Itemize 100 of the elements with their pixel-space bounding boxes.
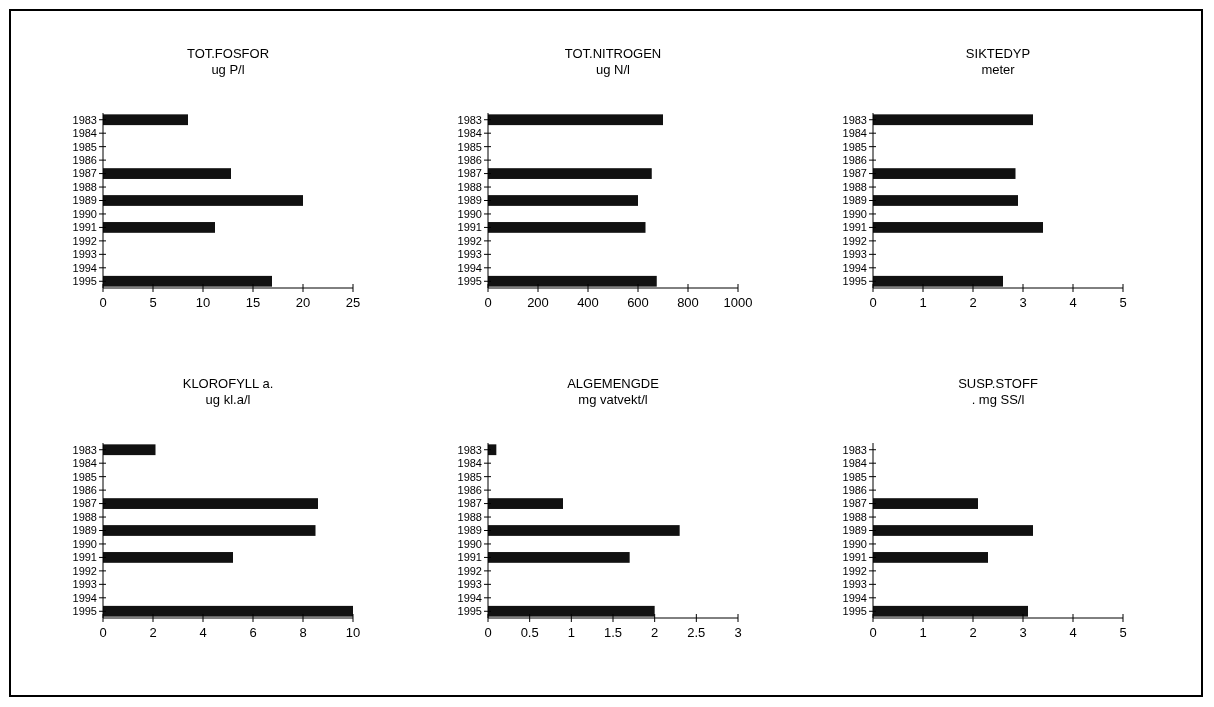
x-tick-label: 4: [199, 625, 207, 640]
x-tick-label: 400: [577, 295, 599, 310]
x-tick-label: 0: [484, 625, 492, 640]
y-tick-label: 1994: [457, 261, 482, 274]
x-tick-label: 2: [969, 625, 977, 640]
y-tick-label: 1993: [72, 578, 97, 591]
y-tick-label: 1987: [842, 497, 867, 510]
bar: [873, 498, 978, 509]
y-tick-label: 1992: [72, 234, 97, 247]
bar: [103, 114, 188, 126]
y-tick-label: 1991: [457, 221, 482, 234]
y-tick-label: 1990: [72, 537, 97, 550]
y-tick-label: 1990: [842, 537, 867, 550]
y-tick-label: 1991: [842, 551, 867, 564]
y-tick-label: 1994: [72, 591, 97, 604]
bar: [488, 222, 646, 233]
bar: [488, 552, 630, 563]
bar: [103, 444, 156, 456]
x-tick-label: 600: [627, 295, 649, 310]
x-tick-label: 10: [195, 295, 211, 310]
bar: [103, 498, 318, 509]
y-tick-label: 1994: [842, 591, 867, 604]
chart-subtitle: ug N/l: [596, 62, 631, 77]
x-tick-label: 2.5: [687, 625, 706, 640]
y-tick-label: 1984: [457, 457, 482, 470]
y-tick-label: 1988: [842, 510, 867, 523]
y-tick-label: 1988: [457, 180, 482, 193]
x-tick-label: 8: [299, 625, 307, 640]
x-tick-label: 2: [969, 295, 977, 310]
y-tick-label: 1989: [72, 524, 97, 537]
y-tick-label: 1993: [72, 248, 97, 261]
chart-title: TOT.FOSFOR: [186, 46, 270, 61]
y-tick-label: 1989: [457, 194, 482, 207]
x-tick-label: 0: [484, 295, 492, 310]
bar: [488, 525, 680, 536]
chart-title: ALGEMENGDE: [567, 376, 660, 391]
y-tick-label: 1993: [457, 248, 482, 261]
x-tick-label: 10: [345, 625, 361, 640]
x-tick-label: 3: [734, 625, 742, 640]
y-tick-label: 1985: [72, 470, 97, 483]
x-tick-label: 1: [567, 625, 575, 640]
y-tick-label: 1983: [72, 443, 97, 456]
x-tick-label: 25: [345, 295, 361, 310]
y-tick-label: 1990: [842, 207, 867, 220]
y-tick-label: 1992: [457, 234, 482, 247]
bar: [873, 525, 1033, 536]
y-tick-label: 1988: [72, 510, 97, 523]
y-tick-label: 1985: [457, 470, 482, 483]
y-tick-label: 1995: [72, 275, 97, 288]
y-tick-label: 1988: [842, 180, 867, 193]
bar: [873, 605, 1028, 617]
bar: [488, 605, 655, 617]
x-tick-label: 200: [527, 295, 549, 310]
x-tick-label: 5: [149, 295, 157, 310]
x-tick-label: 3: [1019, 295, 1027, 310]
chart-subtitle: . mg SS/l: [971, 392, 1025, 407]
bar: [103, 275, 272, 287]
x-tick-label: 5: [1119, 625, 1127, 640]
y-tick-label: 1987: [842, 167, 867, 180]
chart-title: KLOROFYLL a.: [182, 376, 274, 391]
y-tick-label: 1995: [842, 275, 867, 288]
y-tick-label: 1986: [72, 483, 97, 496]
y-tick-label: 1985: [457, 140, 482, 153]
x-tick-label: 15: [245, 295, 261, 310]
y-tick-label: 1986: [842, 153, 867, 166]
bar: [488, 114, 663, 126]
y-tick-label: 1987: [72, 497, 97, 510]
y-tick-label: 1987: [457, 497, 482, 510]
y-tick-label: 1991: [72, 551, 97, 564]
y-tick-label: 1992: [842, 564, 867, 577]
y-tick-label: 1985: [842, 470, 867, 483]
y-tick-label: 1989: [457, 524, 482, 537]
x-tick-label: 1: [919, 295, 927, 310]
x-tick-label: 2: [651, 625, 659, 640]
x-tick-label: 0: [869, 625, 877, 640]
bar: [103, 552, 233, 563]
y-tick-label: 1985: [72, 140, 97, 153]
y-tick-label: 1983: [457, 113, 482, 126]
y-tick-label: 1993: [842, 578, 867, 591]
chart-title: SIKTEDYP: [965, 46, 1031, 61]
x-tick-label: 0: [99, 295, 107, 310]
bar: [103, 168, 231, 179]
y-tick-label: 1992: [72, 564, 97, 577]
y-tick-label: 1995: [457, 605, 482, 618]
y-tick-label: 1983: [842, 113, 867, 126]
y-tick-label: 1984: [72, 127, 97, 140]
bar: [103, 525, 316, 536]
chart-title: TOT.NITROGEN: [564, 46, 662, 61]
y-tick-label: 1983: [842, 443, 867, 456]
chart-subtitle: ug P/l: [211, 62, 245, 77]
y-tick-label: 1986: [72, 153, 97, 166]
x-tick-label: 800: [677, 295, 699, 310]
y-tick-label: 1986: [842, 483, 867, 496]
x-tick-label: 1: [919, 625, 927, 640]
y-tick-label: 1991: [457, 551, 482, 564]
x-tick-label: 0: [869, 295, 877, 310]
chart-subtitle: mg vatvekt/l: [578, 392, 648, 407]
x-tick-label: 1.5: [603, 625, 623, 640]
y-tick-label: 1994: [72, 261, 97, 274]
chart-title: SUSP.STOFF: [958, 376, 1038, 391]
